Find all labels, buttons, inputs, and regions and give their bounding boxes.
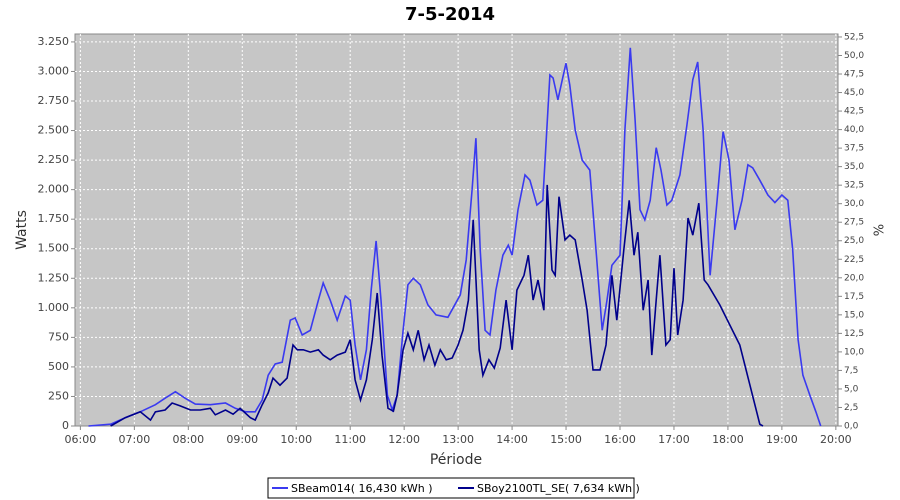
- x-tick-label: 20:00: [820, 433, 852, 446]
- y2-tick-label: 40,0: [844, 125, 864, 135]
- x-tick-label: 14:00: [496, 433, 528, 446]
- y-tick-label: 1.500: [38, 242, 70, 255]
- y2-tick-label: 45,0: [844, 88, 864, 98]
- y2-tick-label: 35,0: [844, 162, 864, 172]
- y2-tick-label: 50,0: [844, 51, 864, 61]
- x-tick-label: 15:00: [550, 433, 582, 446]
- y2-tick-label: 25,0: [844, 236, 864, 246]
- y-tick-label: 500: [48, 360, 69, 373]
- x-tick-label: 09:00: [226, 433, 258, 446]
- y-tick-label: 750: [48, 330, 69, 343]
- y-tick-label: 250: [48, 389, 69, 402]
- x-tick-label: 16:00: [604, 433, 636, 446]
- y2-tick-label: 52,5: [844, 32, 864, 42]
- x-tick-label: 12:00: [388, 433, 420, 446]
- y-tick-label: 2.250: [38, 153, 70, 166]
- y2-tick-label: 27,5: [844, 218, 864, 228]
- y2-tick-label: 17,5: [844, 292, 864, 302]
- y2-tick-label: 32,5: [844, 181, 864, 191]
- x-tick-label: 19:00: [766, 433, 798, 446]
- legend-label: SBoy2100TL_SE( 7,634 kWh ): [477, 482, 640, 495]
- x-tick-label: 17:00: [658, 433, 690, 446]
- y2-tick-label: 0,0: [844, 422, 859, 432]
- y2-tick-label: 15,0: [844, 310, 864, 320]
- plot-area: [74, 33, 839, 427]
- x-tick-label: 18:00: [712, 433, 744, 446]
- y-axis-label: Watts: [14, 210, 30, 250]
- y-tick-label: 1.250: [38, 271, 70, 284]
- y2-tick-label: 20,0: [844, 273, 864, 283]
- x-tick-label: 13:00: [442, 433, 474, 446]
- y2-tick-label: 22,5: [844, 255, 864, 265]
- y2-tick-label: 10,0: [844, 347, 864, 357]
- x-tick-label: 08:00: [172, 433, 204, 446]
- series-line: [110, 184, 764, 427]
- series-line: [88, 47, 822, 427]
- y-tick-label: 1.750: [38, 212, 70, 225]
- y2-tick-label: 5,0: [844, 384, 859, 394]
- y-tick-label: 3.000: [38, 64, 70, 77]
- x-tick-label: 10:00: [280, 433, 312, 446]
- y-tick-label: 2.000: [38, 183, 70, 196]
- legend-label: SBeam014( 16,430 kWh ): [291, 482, 433, 495]
- x-tick-label: 11:00: [334, 433, 366, 446]
- y2-tick-label: 47,5: [844, 70, 864, 80]
- y-tick-label: 2.500: [38, 124, 70, 137]
- y2-tick-label: 2,5: [844, 403, 858, 413]
- y-tick-label: 1.000: [38, 301, 70, 314]
- y2-tick-label: 7,5: [844, 366, 858, 376]
- y-tick-label: 0: [62, 419, 69, 432]
- legend-box: [267, 477, 635, 499]
- y2-axis-label: %: [873, 224, 888, 236]
- legend: SBeam014( 16,430 kWh ) SBoy2100TL_SE( 7,6…: [267, 477, 640, 499]
- y2-tick-label: 12,5: [844, 329, 864, 339]
- y2-tick-label: 37,5: [844, 144, 864, 154]
- y-tick-label: 2.750: [38, 94, 70, 107]
- chart-title: 7-5-2014: [405, 4, 495, 25]
- y2-tick-label: 30,0: [844, 199, 864, 209]
- x-tick-label: 07:00: [119, 433, 151, 446]
- x-axis-label: Période: [430, 452, 482, 468]
- y-tick-label: 3.250: [38, 35, 70, 48]
- y2-tick-label: 42,5: [844, 107, 864, 117]
- x-tick-label: 06:00: [65, 433, 97, 446]
